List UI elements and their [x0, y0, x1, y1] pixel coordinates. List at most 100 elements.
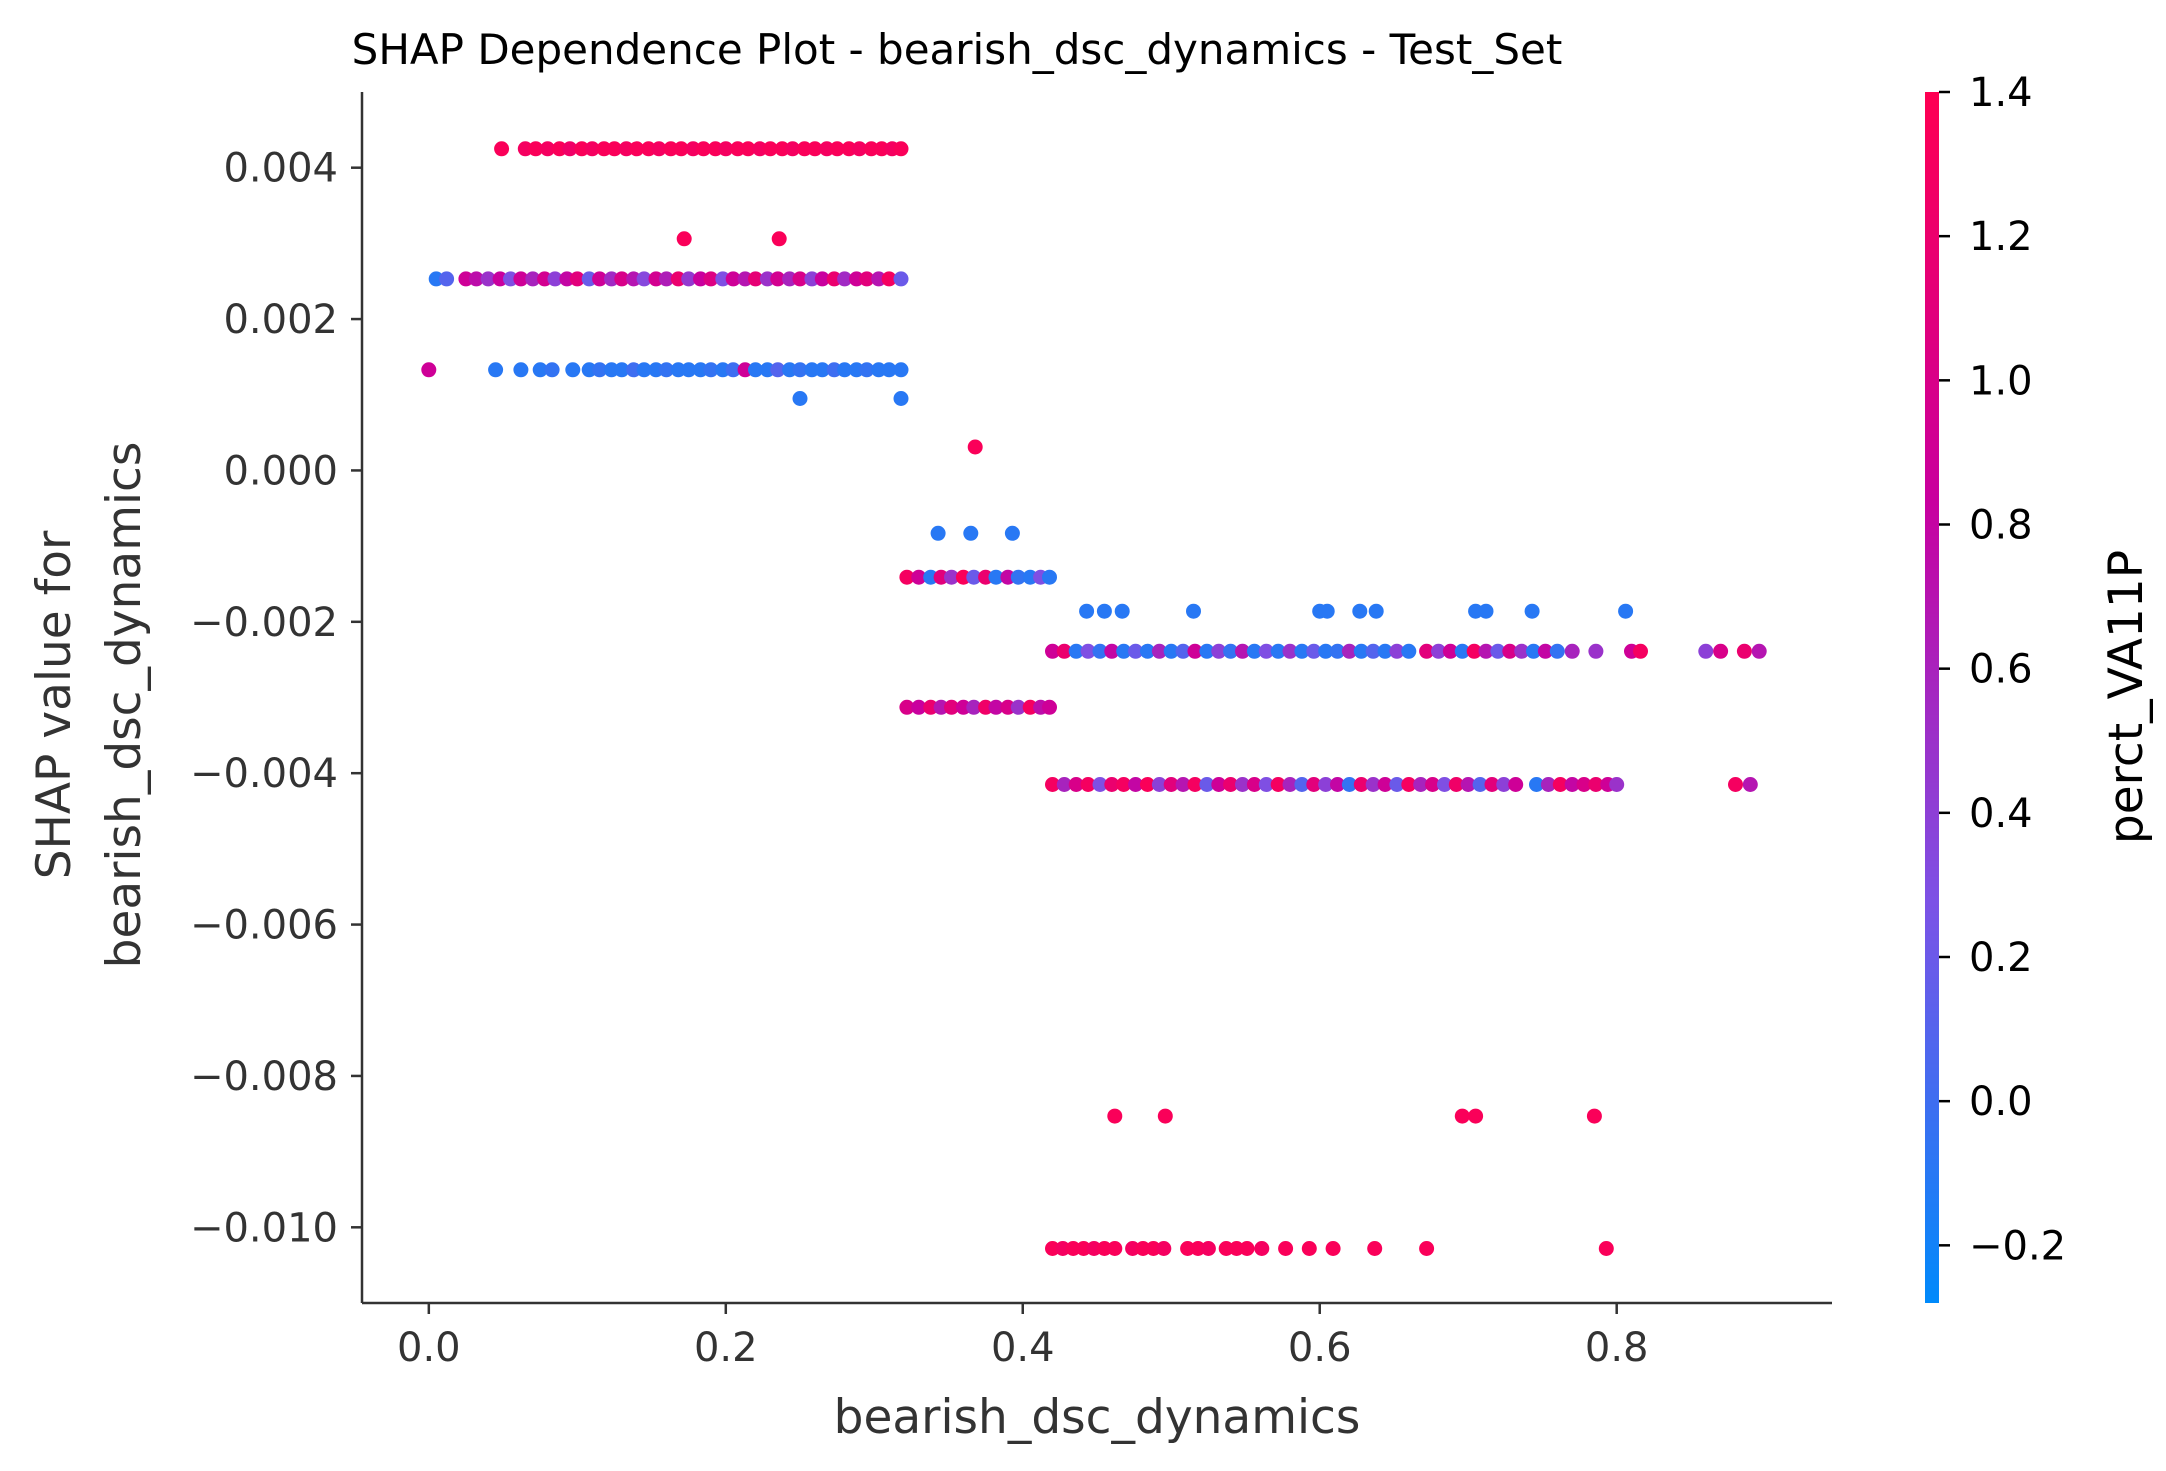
data-point-202	[1537, 643, 1553, 659]
data-point-154	[1319, 603, 1335, 619]
data-point-31	[851, 141, 867, 157]
x-tick-label-2: 0.4	[991, 1325, 1055, 1371]
data-point-56	[636, 271, 652, 287]
data-point-155	[1352, 603, 1368, 619]
y-tick-label-5: −0.006	[190, 903, 338, 949]
data-point-180	[1270, 643, 1286, 659]
data-point-113	[881, 362, 897, 378]
data-point-148	[1042, 699, 1057, 715]
data-point-112	[871, 362, 887, 378]
data-point-97	[703, 362, 719, 378]
data-point-196	[1466, 643, 1482, 659]
data-point-197	[1478, 643, 1494, 659]
colorbar-tick-label-1: 1.2	[1969, 214, 2033, 260]
data-point-226	[1211, 777, 1227, 792]
data-point-234	[1306, 777, 1322, 792]
data-point-127	[966, 569, 982, 585]
data-point-167	[1116, 643, 1132, 659]
data-point-249	[1484, 777, 1500, 792]
data-point-87	[592, 362, 608, 378]
data-point-160	[1618, 603, 1634, 619]
data-point-95	[681, 362, 697, 378]
data-point-278	[1180, 1241, 1196, 1256]
y-tick-label-6: −0.008	[190, 1054, 338, 1100]
data-point-246	[1448, 777, 1464, 792]
data-point-228	[1235, 777, 1250, 792]
data-point-169	[1140, 643, 1155, 659]
data-point-80	[421, 362, 437, 378]
data-point-186	[1341, 643, 1357, 659]
data-point-241	[1389, 777, 1405, 792]
data-point-134	[1042, 569, 1057, 585]
data-point-61	[693, 271, 708, 287]
data-point-221	[1151, 777, 1167, 792]
data-point-207	[1633, 643, 1648, 659]
data-point-28	[819, 141, 835, 157]
data-point-272	[1096, 1241, 1112, 1256]
data-point-50	[569, 271, 585, 287]
data-point-70	[792, 271, 808, 287]
data-point-235	[1318, 777, 1334, 792]
data-point-250	[1496, 777, 1512, 792]
data-point-284	[1254, 1241, 1270, 1256]
data-point-0	[494, 141, 510, 157]
data-point-41	[468, 271, 484, 287]
data-point-103	[770, 362, 786, 378]
data-point-18	[707, 141, 723, 157]
x-tick-label-3: 0.6	[1288, 1325, 1352, 1371]
x-axis-label: bearish_dsc_dynamics	[834, 1390, 1361, 1445]
data-point-223	[1175, 777, 1191, 792]
data-point-166	[1104, 643, 1120, 659]
data-point-150	[1096, 603, 1112, 619]
data-point-24	[774, 141, 790, 157]
data-point-273	[1107, 1241, 1123, 1256]
data-point-210	[1736, 643, 1752, 659]
data-point-86	[581, 362, 597, 378]
data-point-39	[439, 271, 455, 287]
data-point-165	[1092, 643, 1108, 659]
data-point-238	[1353, 777, 1369, 792]
colorbar-tick-label-8: −0.2	[1969, 1223, 2066, 1269]
data-point-21	[740, 141, 756, 157]
data-point-184	[1318, 643, 1334, 659]
data-point-285	[1278, 1241, 1294, 1256]
data-point-51	[581, 271, 597, 287]
colorbar-tick-label-6: 0.2	[1969, 935, 2033, 981]
data-point-6	[574, 141, 590, 157]
data-point-54	[614, 271, 630, 287]
data-point-74	[837, 271, 853, 287]
data-point-269	[1065, 1241, 1081, 1256]
data-point-227	[1223, 777, 1239, 792]
data-point-109	[837, 362, 853, 378]
data-point-142	[978, 699, 994, 715]
data-point-55	[626, 271, 642, 287]
data-point-209	[1713, 643, 1729, 659]
data-point-225	[1199, 777, 1215, 792]
data-point-205	[1588, 643, 1604, 659]
data-point-59	[670, 271, 686, 287]
data-point-139	[944, 699, 959, 715]
data-point-118	[930, 525, 946, 541]
data-point-100	[737, 362, 753, 378]
data-point-177	[1235, 643, 1250, 659]
data-point-36	[676, 231, 692, 247]
data-point-140	[955, 699, 971, 715]
data-point-117	[967, 439, 983, 455]
data-point-286	[1301, 1241, 1317, 1256]
data-point-120	[1004, 525, 1020, 541]
data-point-10	[618, 141, 634, 157]
data-point-62	[703, 271, 719, 287]
y-axis-label-line-2: bearish_dsc_dynamics	[97, 442, 152, 969]
data-point-17	[696, 141, 711, 157]
data-point-22	[752, 141, 768, 157]
x-tick-label-4: 0.8	[1585, 1325, 1649, 1371]
data-point-52	[592, 271, 608, 287]
data-point-38	[428, 271, 444, 287]
data-point-37	[771, 231, 787, 247]
data-point-215	[1080, 777, 1096, 792]
data-point-188	[1365, 643, 1381, 659]
x-axis-ticks: 0.0 0.2 0.4 0.6 0.8	[397, 1303, 1649, 1371]
data-point-85	[565, 362, 581, 378]
data-point-279	[1190, 1241, 1206, 1256]
